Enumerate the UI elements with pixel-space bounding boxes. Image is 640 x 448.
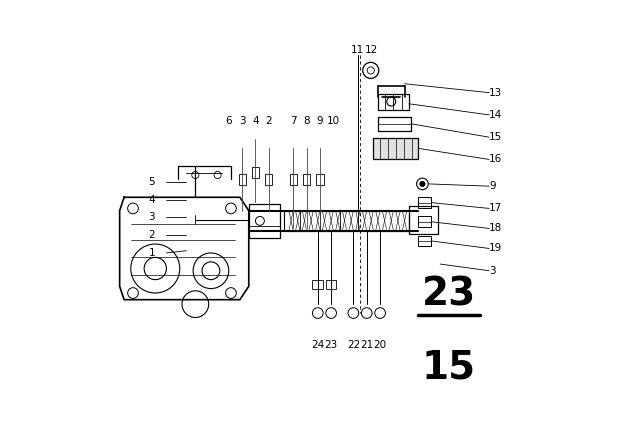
Bar [418,236,431,246]
Bar [303,174,310,185]
Bar [265,174,273,185]
Text: 2: 2 [266,116,272,126]
Text: 21: 21 [360,340,373,350]
Text: 3: 3 [239,116,245,126]
Text: 19: 19 [489,243,502,254]
Text: 23: 23 [324,340,338,350]
Text: 9: 9 [489,181,496,191]
Text: 10: 10 [327,116,340,126]
Circle shape [420,181,425,187]
Text: 15: 15 [489,132,502,142]
Text: 24: 24 [311,340,324,350]
Bar [239,174,246,185]
Text: 4: 4 [148,194,156,205]
Bar [316,174,324,185]
Text: 18: 18 [489,224,502,233]
Text: 11: 11 [351,45,364,55]
Text: 16: 16 [489,155,502,164]
Bar [326,280,337,289]
Text: 7: 7 [290,116,296,126]
Bar [290,174,297,185]
Text: 22: 22 [347,340,360,350]
Text: 17: 17 [489,203,502,213]
Text: 4: 4 [252,116,259,126]
Text: 12: 12 [365,45,378,55]
Text: 1: 1 [148,248,156,258]
Bar [409,206,438,234]
Bar [249,204,280,238]
Text: 5: 5 [148,177,156,187]
Bar [418,197,431,208]
Text: 14: 14 [489,110,502,120]
Bar [378,117,412,130]
Text: 20: 20 [374,340,387,350]
Text: 2: 2 [148,230,156,240]
Bar [312,280,323,289]
Text: 3: 3 [148,212,156,222]
Text: 6: 6 [225,116,232,126]
Text: 3: 3 [489,266,496,276]
Text: 8: 8 [303,116,310,126]
Text: 23: 23 [422,275,476,313]
Bar [284,211,409,231]
Text: 13: 13 [489,88,502,98]
Bar [418,216,431,227]
Text: 15: 15 [422,349,476,387]
Bar [373,138,418,159]
Text: 9: 9 [317,116,323,126]
Bar [378,94,409,111]
Bar [252,168,259,178]
